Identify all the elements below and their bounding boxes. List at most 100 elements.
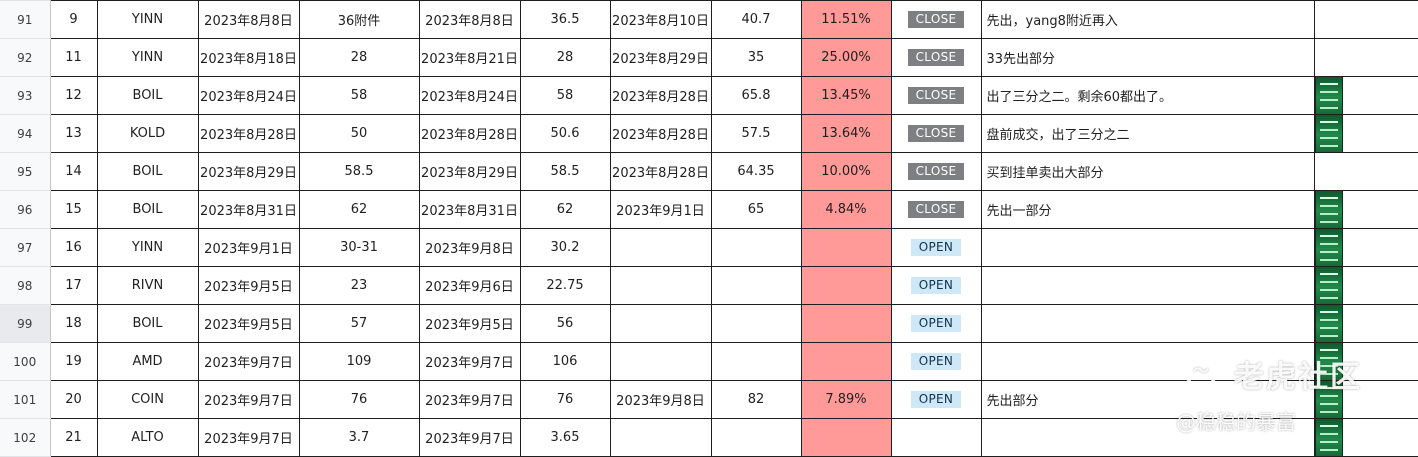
cell-date1[interactable]: 2023年9月5日 xyxy=(197,304,300,343)
cell-screenshot[interactable] xyxy=(1313,152,1418,191)
cell-price3[interactable] xyxy=(710,266,802,305)
cell-date2[interactable]: 2023年9月7日 xyxy=(418,342,521,381)
cell-date3[interactable]: 2023年9月8日 xyxy=(609,380,712,419)
cell-price3[interactable]: 65.8 xyxy=(710,76,802,115)
row-number[interactable]: 93 xyxy=(0,76,51,115)
cell-price3[interactable]: 64.35 xyxy=(710,152,802,191)
screenshot-thumbnail-icon[interactable] xyxy=(1315,305,1343,342)
cell-no[interactable]: 11 xyxy=(49,38,98,77)
screenshot-thumbnail-icon[interactable] xyxy=(1315,191,1343,228)
cell-no[interactable]: 12 xyxy=(49,76,98,115)
cell-pct[interactable] xyxy=(800,418,892,457)
row-number[interactable]: 94 xyxy=(0,114,51,153)
cell-price1[interactable]: 50 xyxy=(298,114,420,153)
cell-date3[interactable] xyxy=(609,228,712,267)
cell-price2[interactable]: 36.5 xyxy=(519,0,611,39)
cell-screenshot[interactable] xyxy=(1313,76,1418,115)
cell-no[interactable]: 20 xyxy=(49,380,98,419)
row-number[interactable]: 100 xyxy=(0,342,51,381)
cell-ticker[interactable]: ALTO xyxy=(96,418,199,457)
cell-ticker[interactable]: BOIL xyxy=(96,190,199,229)
cell-date3[interactable]: 2023年8月28日 xyxy=(609,114,712,153)
cell-price1[interactable]: 62 xyxy=(298,190,420,229)
cell-screenshot[interactable] xyxy=(1313,380,1418,419)
cell-price2[interactable]: 58.5 xyxy=(519,152,611,191)
cell-no[interactable]: 14 xyxy=(49,152,98,191)
cell-note[interactable]: 买到挂单卖出大部分 xyxy=(980,152,1315,191)
row-number[interactable]: 95 xyxy=(0,152,51,191)
cell-note[interactable] xyxy=(980,418,1315,457)
cell-price2[interactable]: 50.6 xyxy=(519,114,611,153)
cell-screenshot[interactable] xyxy=(1313,38,1418,77)
cell-status[interactable]: CLOSE xyxy=(890,38,982,77)
screenshot-thumbnail-icon[interactable] xyxy=(1315,267,1343,304)
cell-price1[interactable]: 57 xyxy=(298,304,420,343)
cell-note[interactable]: 先出，yang8附近再入 xyxy=(980,0,1315,39)
cell-note[interactable] xyxy=(980,266,1315,305)
cell-pct[interactable] xyxy=(800,228,892,267)
cell-ticker[interactable]: COIN xyxy=(96,380,199,419)
cell-price1[interactable]: 76 xyxy=(298,380,420,419)
cell-price1[interactable]: 58.5 xyxy=(298,152,420,191)
row-number[interactable]: 98 xyxy=(0,266,51,305)
cell-ticker[interactable]: AMD xyxy=(96,342,199,381)
cell-price3[interactable]: 65 xyxy=(710,190,802,229)
cell-price1[interactable]: 28 xyxy=(298,38,420,77)
cell-pct[interactable] xyxy=(800,304,892,343)
cell-note[interactable] xyxy=(980,228,1315,267)
cell-screenshot[interactable] xyxy=(1313,228,1418,267)
cell-date2[interactable]: 2023年9月5日 xyxy=(418,304,521,343)
cell-price2[interactable]: 106 xyxy=(519,342,611,381)
cell-pct[interactable] xyxy=(800,266,892,305)
cell-price2[interactable]: 76 xyxy=(519,380,611,419)
cell-date2[interactable]: 2023年8月28日 xyxy=(418,114,521,153)
cell-note[interactable]: 盘前成交，出了三分之二 xyxy=(980,114,1315,153)
cell-date3[interactable]: 2023年8月29日 xyxy=(609,38,712,77)
cell-ticker[interactable]: BOIL xyxy=(96,76,199,115)
cell-note[interactable]: 先出部分 xyxy=(980,380,1315,419)
cell-screenshot[interactable] xyxy=(1313,0,1418,39)
cell-price3[interactable]: 57.5 xyxy=(710,114,802,153)
cell-screenshot[interactable] xyxy=(1313,304,1418,343)
cell-date3[interactable]: 2023年8月28日 xyxy=(609,152,712,191)
cell-date3[interactable]: 2023年8月10日 xyxy=(609,0,712,39)
row-number[interactable]: 91 xyxy=(0,0,51,39)
row-number[interactable]: 92 xyxy=(0,38,51,77)
cell-status[interactable] xyxy=(890,418,982,457)
cell-screenshot[interactable] xyxy=(1313,114,1418,153)
cell-pct[interactable]: 25.00% xyxy=(800,38,892,77)
cell-date2[interactable]: 2023年8月29日 xyxy=(418,152,521,191)
cell-pct[interactable] xyxy=(800,342,892,381)
cell-price3[interactable]: 40.7 xyxy=(710,0,802,39)
cell-date1[interactable]: 2023年9月7日 xyxy=(197,380,300,419)
cell-ticker[interactable]: BOIL xyxy=(96,152,199,191)
screenshot-thumbnail-icon[interactable] xyxy=(1315,115,1343,152)
cell-date2[interactable]: 2023年8月21日 xyxy=(418,38,521,77)
screenshot-thumbnail-icon[interactable] xyxy=(1315,419,1343,456)
row-number[interactable]: 102 xyxy=(0,418,51,457)
cell-price3[interactable] xyxy=(710,304,802,343)
cell-pct[interactable]: 10.00% xyxy=(800,152,892,191)
cell-date1[interactable]: 2023年9月7日 xyxy=(197,342,300,381)
cell-price2[interactable]: 62 xyxy=(519,190,611,229)
cell-status[interactable]: CLOSE xyxy=(890,0,982,39)
cell-date1[interactable]: 2023年8月28日 xyxy=(197,114,300,153)
cell-no[interactable]: 18 xyxy=(49,304,98,343)
cell-date3[interactable] xyxy=(609,418,712,457)
cell-date3[interactable]: 2023年8月28日 xyxy=(609,76,712,115)
cell-note[interactable]: 先出一部分 xyxy=(980,190,1315,229)
row-number[interactable]: 99 xyxy=(0,304,51,343)
cell-date1[interactable]: 2023年8月29日 xyxy=(197,152,300,191)
cell-date1[interactable]: 2023年9月7日 xyxy=(197,418,300,457)
cell-status[interactable]: CLOSE xyxy=(890,114,982,153)
cell-ticker[interactable]: RIVN xyxy=(96,266,199,305)
cell-date2[interactable]: 2023年9月7日 xyxy=(418,380,521,419)
cell-price3[interactable] xyxy=(710,342,802,381)
cell-price3[interactable] xyxy=(710,418,802,457)
cell-price2[interactable]: 56 xyxy=(519,304,611,343)
cell-ticker[interactable]: KOLD xyxy=(96,114,199,153)
cell-status[interactable]: CLOSE xyxy=(890,152,982,191)
cell-pct[interactable]: 13.45% xyxy=(800,76,892,115)
cell-pct[interactable]: 4.84% xyxy=(800,190,892,229)
cell-ticker[interactable]: BOIL xyxy=(96,304,199,343)
